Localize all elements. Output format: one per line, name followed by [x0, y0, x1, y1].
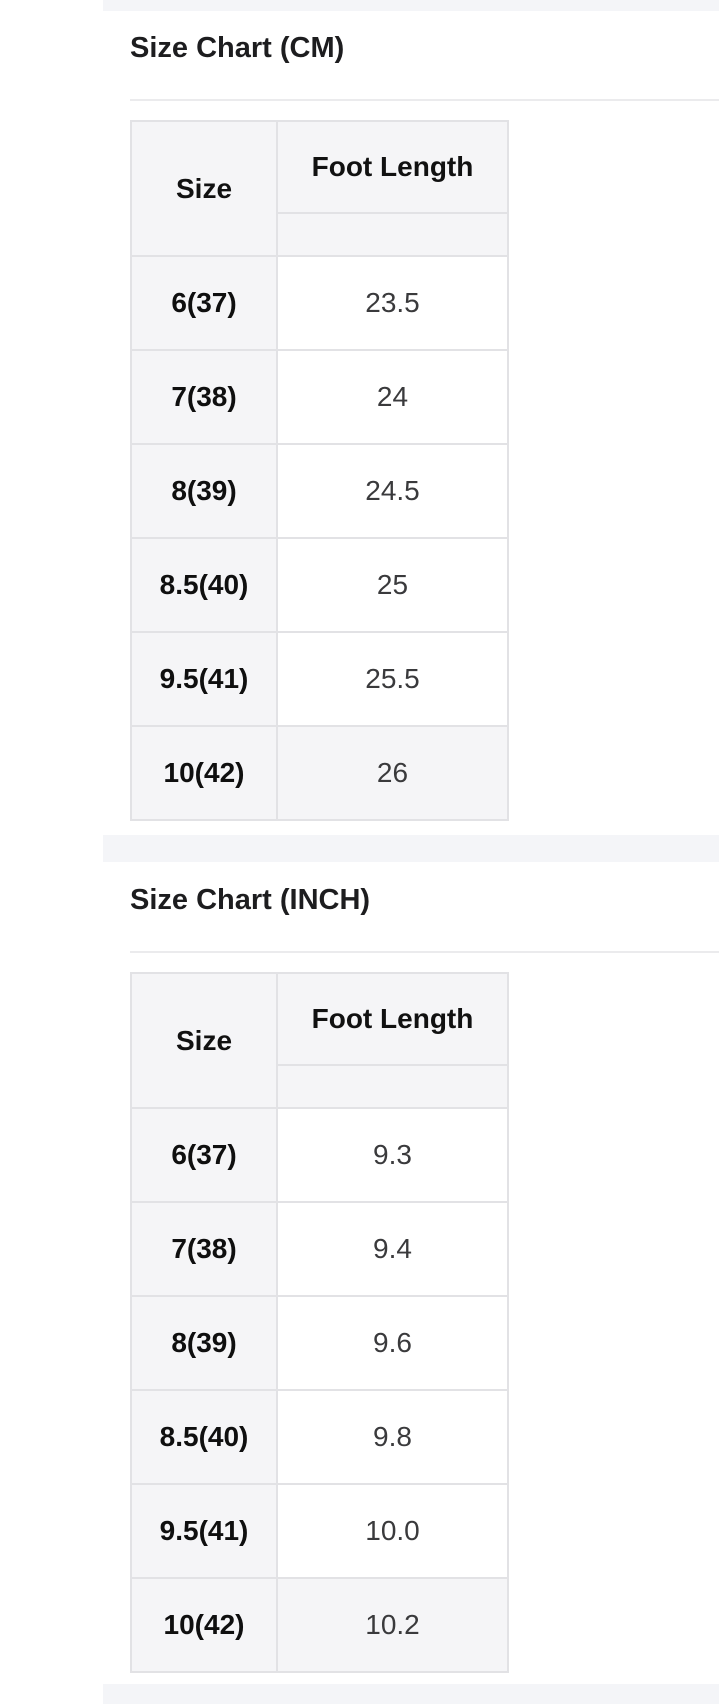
divider [130, 951, 719, 953]
table-row: 7(38) 24 [130, 349, 509, 445]
divider [130, 99, 719, 101]
table-subheader-row [131, 212, 509, 257]
table-row: 9.5(41) 25.5 [130, 631, 509, 727]
table-header-row: Size Foot Length [130, 120, 509, 257]
size-cell: 9.5(41) [130, 631, 278, 727]
foot-length-cell: 23.5 [276, 255, 509, 351]
size-cell: 7(38) [130, 1201, 278, 1297]
size-cell: 9.5(41) [130, 1483, 278, 1579]
foot-length-cell: 9.6 [276, 1295, 509, 1391]
empty-subheader-cell [276, 1064, 509, 1109]
foot-length-cell: 9.8 [276, 1389, 509, 1485]
page-title: Size Chart (CM) [130, 32, 345, 64]
column-header-foot-length: Foot Length [276, 120, 509, 214]
section-separator-middle [103, 835, 719, 862]
size-cell: 6(37) [130, 255, 278, 351]
size-chart-inch-section: Size Chart (INCH) Size Foot Length 6(37)… [130, 882, 719, 1673]
foot-length-cell: 10.2 [276, 1577, 509, 1673]
empty-subheader-cell [276, 212, 509, 257]
foot-length-cell: 9.3 [276, 1107, 509, 1203]
size-table-inch: Size Foot Length 6(37) 9.3 7(38) 9.4 8(3… [130, 972, 509, 1673]
size-cell: 8(39) [130, 1295, 278, 1391]
size-cell: 8.5(40) [130, 1389, 278, 1485]
size-cell: 7(38) [130, 349, 278, 445]
table-row: 8(39) 9.6 [130, 1295, 509, 1391]
size-chart-cm-section: Size Chart (CM) Size Foot Length 6(37) 2… [130, 30, 719, 821]
foot-length-cell: 26 [276, 725, 509, 821]
table-row: 6(37) 23.5 [130, 255, 509, 351]
foot-length-cell: 24 [276, 349, 509, 445]
table-row: 10(42) 10.2 [130, 1577, 509, 1673]
table-row: 10(42) 26 [130, 725, 509, 821]
size-cell: 10(42) [130, 725, 278, 821]
foot-length-cell: 24.5 [276, 443, 509, 539]
column-header-foot-length: Foot Length [276, 972, 509, 1066]
foot-length-cell: 9.4 [276, 1201, 509, 1297]
table-row: 8.5(40) 9.8 [130, 1389, 509, 1485]
size-cell: 8.5(40) [130, 537, 278, 633]
size-cell: 10(42) [130, 1577, 278, 1673]
foot-length-cell: 25 [276, 537, 509, 633]
table-row: 9.5(41) 10.0 [130, 1483, 509, 1579]
page-title: Size Chart (INCH) [130, 884, 371, 916]
table-row: 8.5(40) 25 [130, 537, 509, 633]
table-row: 7(38) 9.4 [130, 1201, 509, 1297]
table-row: 6(37) 9.3 [130, 1107, 509, 1203]
size-table-cm: Size Foot Length 6(37) 23.5 7(38) 24 8(3… [130, 120, 509, 821]
section-separator-top [103, 0, 719, 11]
size-cell: 8(39) [130, 443, 278, 539]
table-header-row: Size Foot Length [130, 972, 509, 1109]
column-header-size: Size [130, 120, 278, 257]
table-subheader-row [131, 1064, 509, 1109]
column-header-size: Size [130, 972, 278, 1109]
size-cell: 6(37) [130, 1107, 278, 1203]
table-row: 8(39) 24.5 [130, 443, 509, 539]
foot-length-cell: 25.5 [276, 631, 509, 727]
foot-length-cell: 10.0 [276, 1483, 509, 1579]
section-separator-bottom [103, 1684, 719, 1704]
